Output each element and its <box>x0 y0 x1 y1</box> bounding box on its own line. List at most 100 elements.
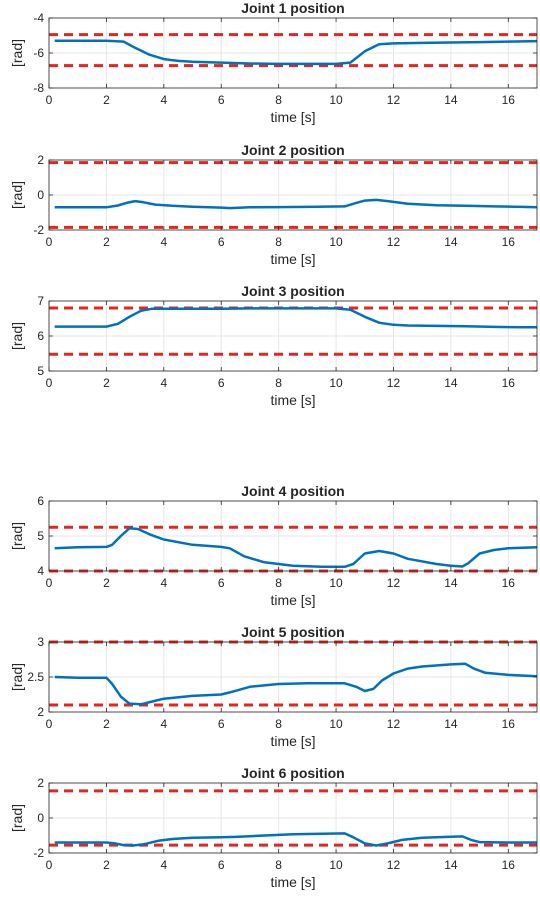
x-tick-label: 8 <box>275 93 282 107</box>
x-tick-label: 0 <box>46 93 53 107</box>
x-tick-label: 6 <box>218 235 225 249</box>
x-tick-label: 0 <box>46 717 53 731</box>
y-tick-label: 2 <box>37 776 44 790</box>
y-tick-label: 6 <box>37 494 44 508</box>
y-axis-label: [rad] <box>9 804 25 832</box>
x-tick-label: 2 <box>103 858 110 872</box>
x-tick-label: 8 <box>275 576 282 590</box>
chart-title: Joint 3 position <box>241 283 344 299</box>
x-tick-label: 2 <box>103 235 110 249</box>
series-line-1 <box>54 527 538 569</box>
x-tick-label: 2 <box>103 376 110 390</box>
x-tick-label: 14 <box>444 858 458 872</box>
x-tick-label: 16 <box>502 858 516 872</box>
x-tick-label: 8 <box>275 858 282 872</box>
x-tick-label: 2 <box>103 717 110 731</box>
x-tick-label: 8 <box>275 717 282 731</box>
x-tick-label: 16 <box>502 235 516 249</box>
chart-title: Joint 6 position <box>241 765 344 781</box>
x-tick-label: 6 <box>218 376 225 390</box>
x-tick-label: 0 <box>46 235 53 249</box>
x-axis-label: time [s] <box>270 392 315 408</box>
y-tick-label: 4 <box>37 564 44 578</box>
x-tick-label: 0 <box>46 858 53 872</box>
x-tick-label: 10 <box>329 576 343 590</box>
x-tick-label: 4 <box>160 376 167 390</box>
x-tick-label: 10 <box>329 717 343 731</box>
x-tick-label: 12 <box>387 717 401 731</box>
y-tick-label: 3 <box>37 635 44 649</box>
y-tick-label: -2 <box>33 223 44 237</box>
x-tick-label: 6 <box>218 717 225 731</box>
x-tick-label: 12 <box>387 235 401 249</box>
x-tick-label: 4 <box>160 858 167 872</box>
y-tick-label: 7 <box>37 294 44 308</box>
x-tick-label: 8 <box>275 235 282 249</box>
x-tick-label: 4 <box>160 717 167 731</box>
chart-title: Joint 4 position <box>241 483 344 499</box>
x-tick-label: 12 <box>387 93 401 107</box>
y-tick-label: 5 <box>37 529 44 543</box>
x-tick-label: 4 <box>160 93 167 107</box>
chart-title: Joint 5 position <box>241 624 344 640</box>
y-axis-label: [rad] <box>9 322 25 350</box>
x-tick-label: 16 <box>502 376 516 390</box>
x-tick-label: 6 <box>218 576 225 590</box>
x-tick-label: 12 <box>387 576 401 590</box>
x-tick-label: 0 <box>46 576 53 590</box>
x-tick-label: 16 <box>502 576 516 590</box>
x-tick-label: 2 <box>103 576 110 590</box>
x-tick-label: 14 <box>444 93 458 107</box>
y-tick-label: -6 <box>33 46 44 60</box>
y-axis-label: [rad] <box>9 39 25 67</box>
chart-panel-3: 0 2 4 6 8 10 12 14 16 5 6 7 Joint 3 position time [s]… <box>9 283 538 408</box>
x-tick-label: 2 <box>103 93 110 107</box>
x-axis-label: time [s] <box>270 874 315 890</box>
y-tick-label: 5 <box>37 364 44 378</box>
y-tick-label: -4 <box>33 11 44 25</box>
series-line-1 <box>54 39 538 66</box>
x-tick-label: 12 <box>387 376 401 390</box>
y-tick-label: -8 <box>33 81 44 95</box>
y-tick-label: 6 <box>37 329 44 343</box>
x-tick-label: 16 <box>502 717 516 731</box>
x-tick-label: 10 <box>329 376 343 390</box>
series-line-1 <box>54 198 538 210</box>
x-tick-label: 14 <box>444 576 458 590</box>
x-tick-label: 14 <box>444 376 458 390</box>
x-tick-label: 10 <box>329 235 343 249</box>
x-tick-label: 4 <box>160 235 167 249</box>
x-tick-label: 16 <box>502 93 516 107</box>
x-tick-label: 10 <box>329 93 343 107</box>
x-axis-label: time [s] <box>270 592 315 608</box>
chart-title: Joint 1 position <box>241 0 344 16</box>
y-axis-label: [rad] <box>9 663 25 691</box>
y-tick-label: -2 <box>33 846 44 860</box>
y-tick-label: 2 <box>37 153 44 167</box>
chart-panel-4: 0 2 4 6 8 10 12 14 16 4 5 6 Joint 4 position time [s]… <box>9 483 538 608</box>
x-tick-label: 14 <box>444 235 458 249</box>
y-tick-label: 2 <box>37 705 44 719</box>
y-tick-label: 0 <box>37 811 44 825</box>
x-tick-label: 0 <box>46 376 53 390</box>
series-line-1 <box>54 307 537 329</box>
x-tick-label: 6 <box>218 93 225 107</box>
chart-title: Joint 2 position <box>241 142 344 158</box>
x-axis-label: time [s] <box>270 733 315 749</box>
y-tick-label: 2.5 <box>27 670 44 684</box>
x-tick-label: 4 <box>160 576 167 590</box>
x-axis-label: time [s] <box>270 251 315 267</box>
x-tick-label: 6 <box>218 858 225 872</box>
x-tick-label: 10 <box>329 858 343 872</box>
series-line-1 <box>54 662 538 706</box>
x-tick-label: 14 <box>444 717 458 731</box>
y-axis-label: [rad] <box>9 181 25 209</box>
y-axis-label: [rad] <box>9 522 25 550</box>
x-tick-label: 8 <box>275 376 282 390</box>
series-line-1 <box>54 832 537 847</box>
x-tick-label: 12 <box>387 858 401 872</box>
